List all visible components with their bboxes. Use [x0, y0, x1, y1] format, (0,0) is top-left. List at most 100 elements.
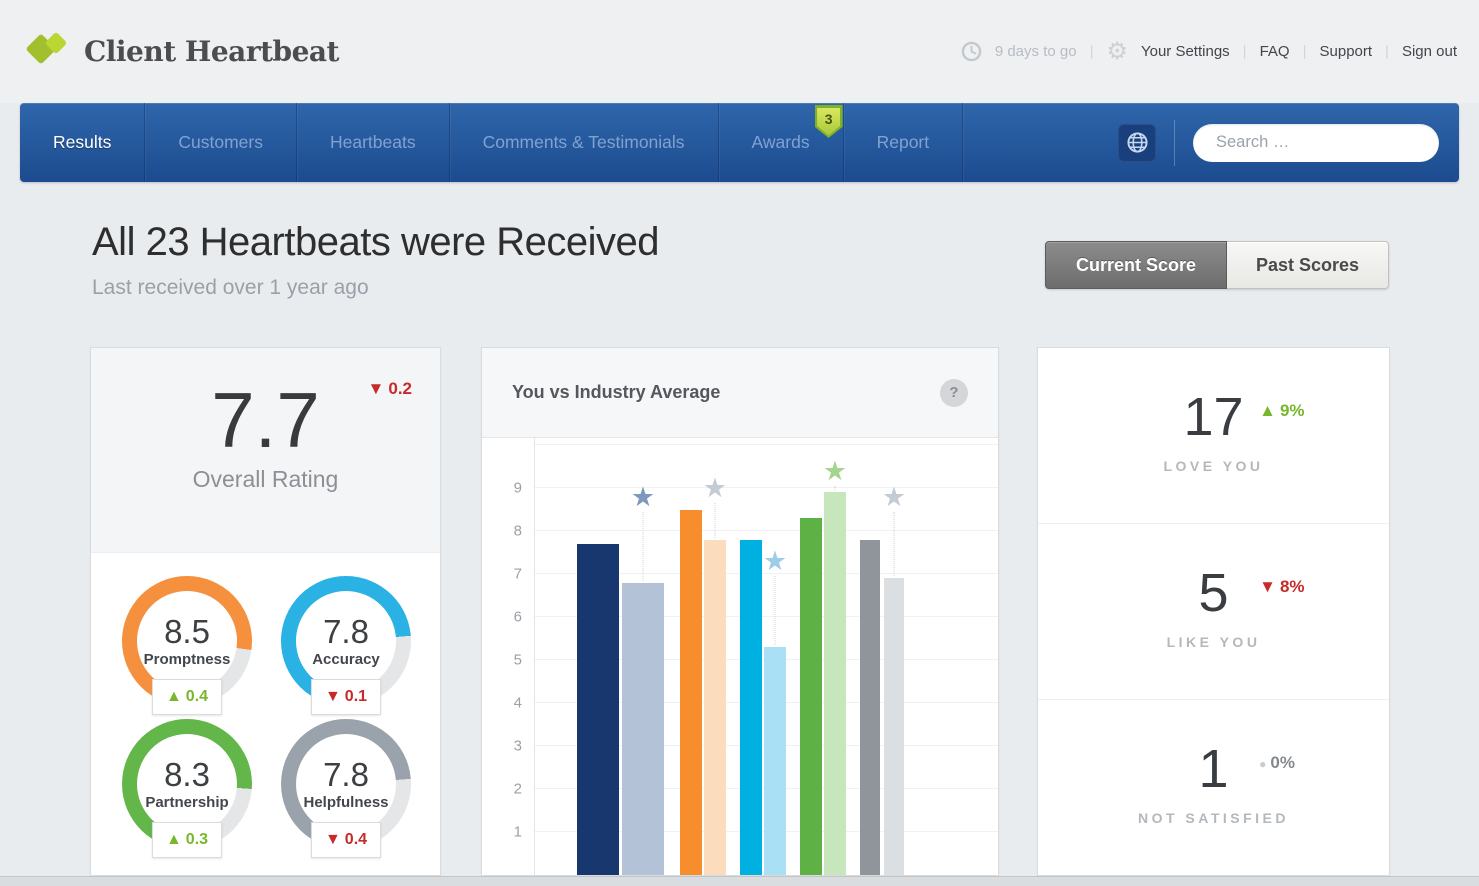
star-industry-best-accuracy: ★ — [762, 546, 788, 577]
page-title: All 23 Heartbeats were Received — [92, 220, 660, 264]
gridline — [535, 573, 998, 574]
y-axis-tick-label: 7 — [513, 565, 522, 583]
bar-you-overall — [577, 543, 619, 875]
nav-tab-awards-label: Awards — [751, 132, 810, 152]
delta-value: 0% — [1270, 753, 1295, 772]
search-input[interactable] — [1216, 133, 1436, 152]
chart-y-axis: 1 2 3 4 5 6 7 8 9 — [482, 438, 534, 875]
nav-tab-customers[interactable]: Customers — [145, 103, 297, 182]
gauge-hole — [296, 591, 396, 691]
gridline — [535, 487, 998, 488]
not-satisfied-label: NOT SATISFIED — [1137, 810, 1290, 826]
gauge-score: 7.8 — [323, 612, 369, 650]
y-axis-tick-label: 8 — [513, 522, 522, 540]
bar-industry-partnership — [824, 492, 846, 875]
your-settings-link[interactable]: Your Settings — [1140, 43, 1230, 60]
y-axis-tick-label: 1 — [513, 823, 522, 841]
nav-tab-results[interactable]: Results — [20, 103, 146, 182]
delta-value: 8% — [1279, 577, 1305, 596]
delta-arrow-icon: ▼ — [367, 379, 385, 398]
satisfaction-row-like-you: 5 ▼ 8% LIKE YOU — [1038, 524, 1389, 700]
delta-value: 0.1 — [344, 688, 368, 705]
current-score-button[interactable]: Current Score — [1045, 241, 1227, 289]
divider: | — [1089, 43, 1094, 60]
metric-gauges: 8.5 Promptness ▲ 0.4 7.8 Accuracy ▼ 0.1 8.… — [91, 553, 440, 875]
language-globe-button[interactable] — [1118, 123, 1156, 162]
awards-count-badge: 3 — [814, 105, 843, 138]
delta-arrow-icon: ▲ — [165, 688, 182, 705]
faq-link[interactable]: FAQ — [1259, 43, 1290, 60]
bar-industry-overall — [622, 582, 664, 875]
star-industry-best-helpfulness: ★ — [881, 481, 907, 512]
brand-logo-link[interactable]: Client Heartbeat — [24, 29, 339, 73]
delta-arrow-icon: ▲ — [1259, 401, 1276, 420]
gauge-content: 7.8 Helpfulness — [296, 734, 396, 834]
brand-name: Client Heartbeat — [84, 34, 339, 68]
chart-title: You vs Industry Average — [512, 382, 721, 402]
gauge-promptness: 8.5 Promptness ▲ 0.4 — [122, 576, 252, 715]
nav-tab-heartbeats[interactable]: Heartbeats — [297, 103, 450, 182]
love-you-count: 17 — [1183, 387, 1244, 447]
main-nav: Results Customers Heartbeats Comments & … — [20, 103, 1459, 182]
nav-tab-awards[interactable]: Awards 3 — [719, 103, 844, 182]
gauge-hole — [137, 591, 237, 691]
like-you-delta: ▼ 8% — [1259, 577, 1304, 597]
nav-tab-report[interactable]: Report — [844, 103, 964, 182]
overall-score: 7.7 — [211, 376, 320, 464]
delta-arrow-icon: ▼ — [324, 831, 341, 848]
bar-industry-helpfulness — [884, 578, 904, 875]
gridline — [535, 444, 998, 445]
bar-you-helpfulness — [860, 539, 880, 875]
love-you-delta: ▲ 9% — [1259, 401, 1304, 421]
page-subtitle: Last received over 1 year ago — [92, 276, 369, 299]
gauge-content: 8.3 Partnership — [137, 734, 237, 834]
not-satisfied-delta: ● 0% — [1259, 753, 1295, 773]
clock-icon — [961, 41, 982, 62]
gauge-score: 8.5 — [164, 612, 210, 650]
delta-arrow-icon: ▼ — [324, 688, 341, 705]
gauge-delta: ▼ 0.1 — [310, 679, 382, 715]
overall-delta: ▼ 0.2 — [368, 379, 412, 399]
top-bar: Client Heartbeat 9 days to go | ⚙ Your S… — [0, 0, 1479, 103]
support-link[interactable]: Support — [1319, 43, 1373, 60]
chart-header: You vs Industry Average ? — [482, 348, 998, 438]
bar-you-accuracy — [740, 539, 762, 875]
y-axis-tick-label: 2 — [513, 780, 522, 798]
delta-arrow-icon: ▼ — [1259, 577, 1276, 596]
y-axis-tick-label: 5 — [513, 651, 522, 669]
like-you-label: LIKE YOU — [1166, 634, 1261, 650]
divider — [1174, 119, 1175, 166]
past-scores-button[interactable]: Past Scores — [1227, 241, 1389, 289]
gauge-label: Partnership — [145, 794, 229, 812]
gauge-label: Accuracy — [312, 651, 380, 669]
satisfaction-card: 17 ▲ 9% LOVE YOU 5 ▼ 8% LIKE YOU 1 ● 0% NOT… — [1037, 347, 1390, 876]
delta-value: 0.4 — [185, 688, 209, 705]
divider: | — [1302, 43, 1307, 60]
bar-you-partnership — [800, 518, 822, 875]
star-industry-best-partnership: ★ — [822, 455, 848, 486]
nav-items: Results Customers Heartbeats Comments & … — [20, 103, 964, 182]
star-industry-best-promptness: ★ — [702, 473, 728, 503]
gauge-accuracy: 7.8 Accuracy ▼ 0.1 — [281, 576, 411, 715]
delta-value: 0.3 — [185, 831, 209, 848]
chart-plot-area: ★ ★ ★ ★ ★ — [534, 438, 998, 875]
search-box[interactable] — [1193, 123, 1439, 162]
y-axis-tick-label: 3 — [513, 737, 522, 755]
trial-days-left: 9 days to go — [994, 43, 1077, 60]
satisfaction-row-love-you: 17 ▲ 9% LOVE YOU — [1038, 348, 1389, 524]
y-axis-tick-label: 4 — [513, 694, 522, 712]
help-button[interactable]: ? — [940, 378, 968, 407]
y-axis-tick-label: 9 — [513, 479, 522, 497]
overall-rating-card: ▼ 0.2 7.7 Overall Rating 8.5 Promptness ▲… — [90, 347, 441, 876]
top-bar-links: 9 days to go | ⚙ Your Settings | FAQ | S… — [961, 0, 1457, 103]
star-connector-line — [714, 503, 716, 538]
gauge-delta: ▲ 0.3 — [151, 822, 223, 858]
gridline — [535, 530, 998, 531]
star-industry-best-overall: ★ — [630, 481, 656, 512]
gauge-delta: ▲ 0.4 — [151, 679, 223, 715]
gauge-score: 8.3 — [164, 755, 210, 793]
delta-value: 0.4 — [344, 831, 368, 848]
nav-tab-comments-testimonials[interactable]: Comments & Testimonials — [450, 103, 719, 182]
sign-out-link[interactable]: Sign out — [1401, 43, 1457, 60]
star-connector-line — [642, 511, 644, 581]
